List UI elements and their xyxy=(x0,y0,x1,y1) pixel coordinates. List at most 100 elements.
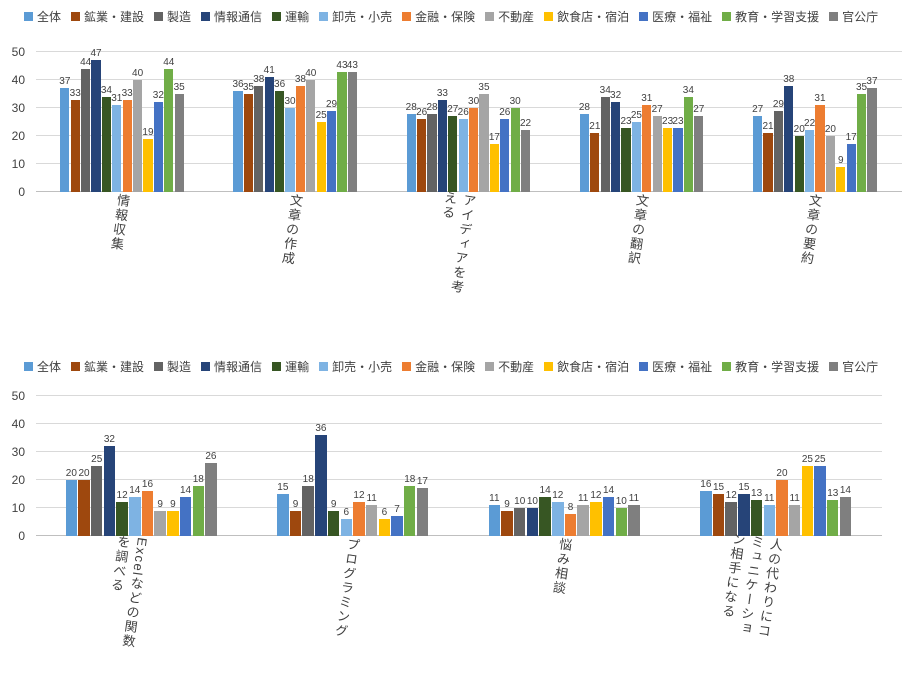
category-label: Excelなどの関数を調べる xyxy=(108,533,150,650)
legend: 全体 鉱業・建設 製造 情報通信 運輸 卸売・小売 金融・保険 不動産 飲食店・宿泊 医療・福祉 教… xyxy=(24,8,878,25)
bar xyxy=(112,105,122,192)
bar-value-label: 43 xyxy=(346,59,358,71)
legend-label: 鉱業・建設 xyxy=(84,360,145,374)
bar-value-label: 17 xyxy=(845,132,857,144)
bar xyxy=(579,113,590,192)
bar-value-label: 23 xyxy=(672,115,684,127)
bar xyxy=(488,505,501,536)
bar-value-label: 8 xyxy=(567,501,574,513)
legend-item: 飲食店・宿泊 xyxy=(544,358,629,375)
bar xyxy=(315,435,327,536)
bar-value-label: 14 xyxy=(539,484,551,496)
legend-swatch-icon xyxy=(71,362,81,371)
legend-swatch-icon xyxy=(154,362,164,371)
bar xyxy=(652,116,662,192)
bar-value-label: 12 xyxy=(590,490,602,502)
legend-swatch-icon xyxy=(319,362,329,371)
bar-value-label: 30 xyxy=(284,96,296,107)
bar-value-label: 20 xyxy=(78,468,90,479)
bar xyxy=(836,166,846,192)
legend-label: 製造 xyxy=(167,360,192,374)
bar xyxy=(365,505,378,536)
bar xyxy=(141,491,154,536)
legend-label: 医療・福祉 xyxy=(652,10,713,24)
y-axis-tick-label: 10 xyxy=(11,157,25,171)
bar-value-label: 43 xyxy=(336,59,348,71)
bar xyxy=(417,119,427,192)
bar xyxy=(327,510,340,536)
bar-value-label: 36 xyxy=(232,79,244,91)
legend-label: 卸売・小売 xyxy=(332,10,393,24)
legend-label: 教育・学習支援 xyxy=(735,360,820,374)
bar xyxy=(763,133,773,192)
bar xyxy=(81,68,91,192)
bar-value-label: 12 xyxy=(116,490,128,502)
bar-value-label: 41 xyxy=(263,65,275,77)
bar-value-label: 21 xyxy=(762,121,774,133)
bar-value-label: 27 xyxy=(752,104,764,116)
bar xyxy=(784,85,794,192)
bar xyxy=(501,510,513,536)
bar xyxy=(815,105,825,192)
bar-value-label: 11 xyxy=(577,493,589,505)
category-label: 悩み相談 xyxy=(549,536,573,597)
bar-value-label: 20 xyxy=(824,124,836,135)
legend-label: 不動産 xyxy=(498,10,535,24)
plot-area: 37 33 44 47 34 31 33 40 19 32 44 35 36 35 38 41 36 30 38 40… xyxy=(36,48,902,192)
legend-swatch-icon xyxy=(201,12,211,21)
bar xyxy=(805,130,815,192)
bar-value-label: 13 xyxy=(827,487,839,499)
legend-item: 全体 xyxy=(24,8,61,25)
bar-value-label: 17 xyxy=(416,476,428,488)
bar xyxy=(205,463,217,536)
legend-label: 医療・福祉 xyxy=(652,360,713,374)
legend-item: 運輸 xyxy=(272,358,309,375)
x-axis-line xyxy=(36,535,882,536)
bar xyxy=(469,108,479,192)
bar xyxy=(628,505,640,536)
bar xyxy=(295,85,305,192)
legend-label: 飲食店・宿泊 xyxy=(557,10,630,24)
bar xyxy=(233,91,243,192)
bar-value-label: 38 xyxy=(783,73,795,85)
bar xyxy=(725,502,737,536)
category-label: プログラミング xyxy=(332,536,362,640)
gridline xyxy=(36,479,882,480)
legend-label: 全体 xyxy=(37,360,62,374)
bar-value-label: 27 xyxy=(447,104,459,116)
bar-value-label: 33 xyxy=(69,87,81,99)
bar-value-label: 26 xyxy=(205,451,217,463)
bar xyxy=(526,508,539,536)
bar xyxy=(326,110,337,192)
bar xyxy=(91,60,101,192)
bar-value-label: 29 xyxy=(326,98,338,110)
category-label: 文章の作成 xyxy=(278,192,304,267)
bar xyxy=(406,113,416,192)
legend-swatch-icon xyxy=(24,362,33,371)
bar xyxy=(167,510,179,536)
bar xyxy=(285,108,295,192)
bar xyxy=(590,133,600,192)
bar-value-label: 25 xyxy=(801,454,813,465)
category-label: アイディアを考える xyxy=(439,189,478,296)
bar xyxy=(302,485,314,536)
bar xyxy=(788,505,801,536)
bar xyxy=(458,119,468,192)
bar xyxy=(154,510,166,536)
bar-value-label: 30 xyxy=(509,96,521,107)
legend-swatch-icon xyxy=(319,12,329,21)
y-axis-tick-label: 40 xyxy=(11,417,25,431)
bar-value-label: 10 xyxy=(615,496,627,507)
bar-value-label: 20 xyxy=(65,468,77,479)
legend-swatch-icon xyxy=(544,12,554,21)
bar xyxy=(404,485,416,536)
bar-value-label: 15 xyxy=(738,482,750,493)
legend-swatch-icon xyxy=(485,362,495,371)
y-axis-tick-label: 0 xyxy=(18,185,25,199)
bar-value-label: 9 xyxy=(170,498,176,510)
bar-value-label: 25 xyxy=(630,110,642,121)
bar-value-label: 6 xyxy=(381,507,388,519)
bar-value-label: 9 xyxy=(837,154,844,166)
bar xyxy=(70,99,80,192)
legend-label: 不動産 xyxy=(498,360,535,374)
